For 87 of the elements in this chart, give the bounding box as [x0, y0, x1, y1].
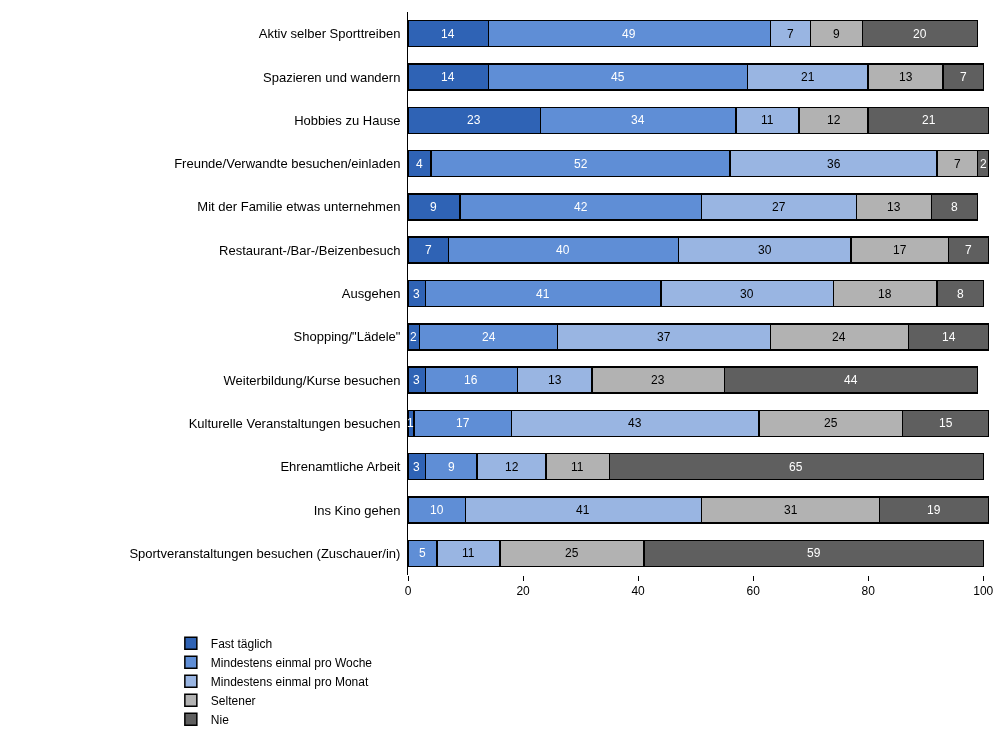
data-label: 30 [758, 243, 772, 257]
data-label: 16 [464, 373, 478, 387]
x-tick-label: 100 [973, 584, 994, 599]
data-label: 52 [574, 157, 588, 171]
data-label: 10 [430, 503, 444, 517]
y-tick-label: Ehrenamtliche Arbeit [280, 459, 401, 475]
data-label: 19 [927, 503, 941, 517]
y-tick-label: Shopping/"Lädele" [293, 329, 401, 345]
y-tick-label: Mit der Familie etwas unternehmen [197, 199, 401, 215]
data-label: 9 [430, 200, 437, 214]
data-label: 41 [536, 287, 550, 301]
data-label: 3 [413, 287, 420, 301]
data-label: 18 [878, 287, 892, 301]
data-label: 27 [772, 200, 786, 214]
data-label: 23 [467, 113, 481, 127]
data-label: 15 [939, 416, 953, 430]
legend-label: Fast täglich [210, 636, 273, 651]
x-tick-label: 60 [746, 584, 761, 599]
x-tick-label: 80 [861, 584, 876, 599]
data-label: 8 [951, 200, 958, 214]
data-label: 1 [407, 416, 414, 430]
x-tick-label: 40 [631, 584, 646, 599]
data-label: 7 [425, 243, 432, 257]
y-tick-label: Aktiv selber Sporttreiben [258, 26, 401, 42]
y-tick-label: Freunde/Verwandte besuchen/einladen [174, 156, 401, 172]
data-label: 20 [913, 27, 927, 41]
data-label: 7 [954, 157, 961, 171]
data-label: 2 [980, 157, 987, 171]
data-label: 7 [960, 70, 967, 84]
data-label: 7 [787, 27, 794, 41]
data-label: 2 [410, 330, 417, 344]
data-label: 13 [548, 373, 562, 387]
data-label: 14 [441, 70, 455, 84]
legend-label: Seltener [210, 693, 256, 708]
data-label: 44 [844, 373, 858, 387]
data-label: 45 [611, 70, 625, 84]
data-label: 49 [622, 27, 636, 41]
data-label: 11 [761, 113, 774, 127]
y-tick-label: Spazieren und wandern [263, 69, 401, 85]
data-label: 31 [784, 503, 798, 517]
data-label: 40 [556, 243, 570, 257]
y-tick-label: Hobbies zu Hause [294, 112, 401, 128]
legend-label: Nie [210, 712, 230, 727]
data-label: 37 [657, 330, 671, 344]
legend-label: Mindestens einmal pro Monat [210, 674, 369, 689]
data-label: 3 [413, 460, 420, 474]
data-label: 8 [957, 287, 964, 301]
data-label: 9 [833, 27, 840, 41]
y-tick-label: Weiterbildung/Kurse besuchen [223, 372, 401, 388]
data-label: 23 [651, 373, 665, 387]
y-tick-label: Kulturelle Veranstaltungen besuchen [188, 415, 401, 431]
data-label: 13 [887, 200, 901, 214]
data-label: 42 [574, 200, 588, 214]
data-label: 34 [631, 113, 645, 127]
data-label: 17 [456, 416, 470, 430]
data-label: 11 [571, 460, 584, 474]
data-label: 24 [832, 330, 846, 344]
data-label: 13 [899, 70, 913, 84]
y-tick-label: Ausgehen [341, 286, 401, 302]
data-label: 43 [628, 416, 642, 430]
data-label: 36 [827, 157, 841, 171]
data-label: 4 [416, 157, 423, 171]
data-label: 5 [419, 546, 426, 560]
data-label: 25 [824, 416, 838, 430]
data-label: 12 [505, 460, 519, 474]
data-label: 17 [893, 243, 907, 257]
data-label: 14 [942, 330, 956, 344]
data-label: 65 [789, 460, 803, 474]
data-label: 11 [462, 546, 475, 560]
data-label: 25 [565, 546, 579, 560]
data-label: 3 [413, 373, 420, 387]
data-label: 9 [448, 460, 455, 474]
y-tick-label: Ins Kino gehen [313, 502, 401, 518]
data-label: 7 [965, 243, 972, 257]
data-label: 21 [801, 70, 815, 84]
data-label: 30 [740, 287, 754, 301]
x-tick-label: 20 [516, 584, 531, 599]
y-tick-label: Sportveranstaltungen besuchen (Zuschauer/in) [129, 545, 401, 561]
x-tick-label: 0 [404, 584, 412, 599]
data-label: 24 [482, 330, 496, 344]
data-label: 14 [441, 27, 455, 41]
data-label: 59 [807, 546, 821, 560]
y-tick-label: Restaurant-/Bar-/Beizenbesuch [219, 242, 401, 258]
data-label: 41 [576, 503, 590, 517]
legend-label: Mindestens einmal pro Woche [210, 655, 373, 670]
data-label: 21 [922, 113, 936, 127]
data-label: 12 [827, 113, 841, 127]
